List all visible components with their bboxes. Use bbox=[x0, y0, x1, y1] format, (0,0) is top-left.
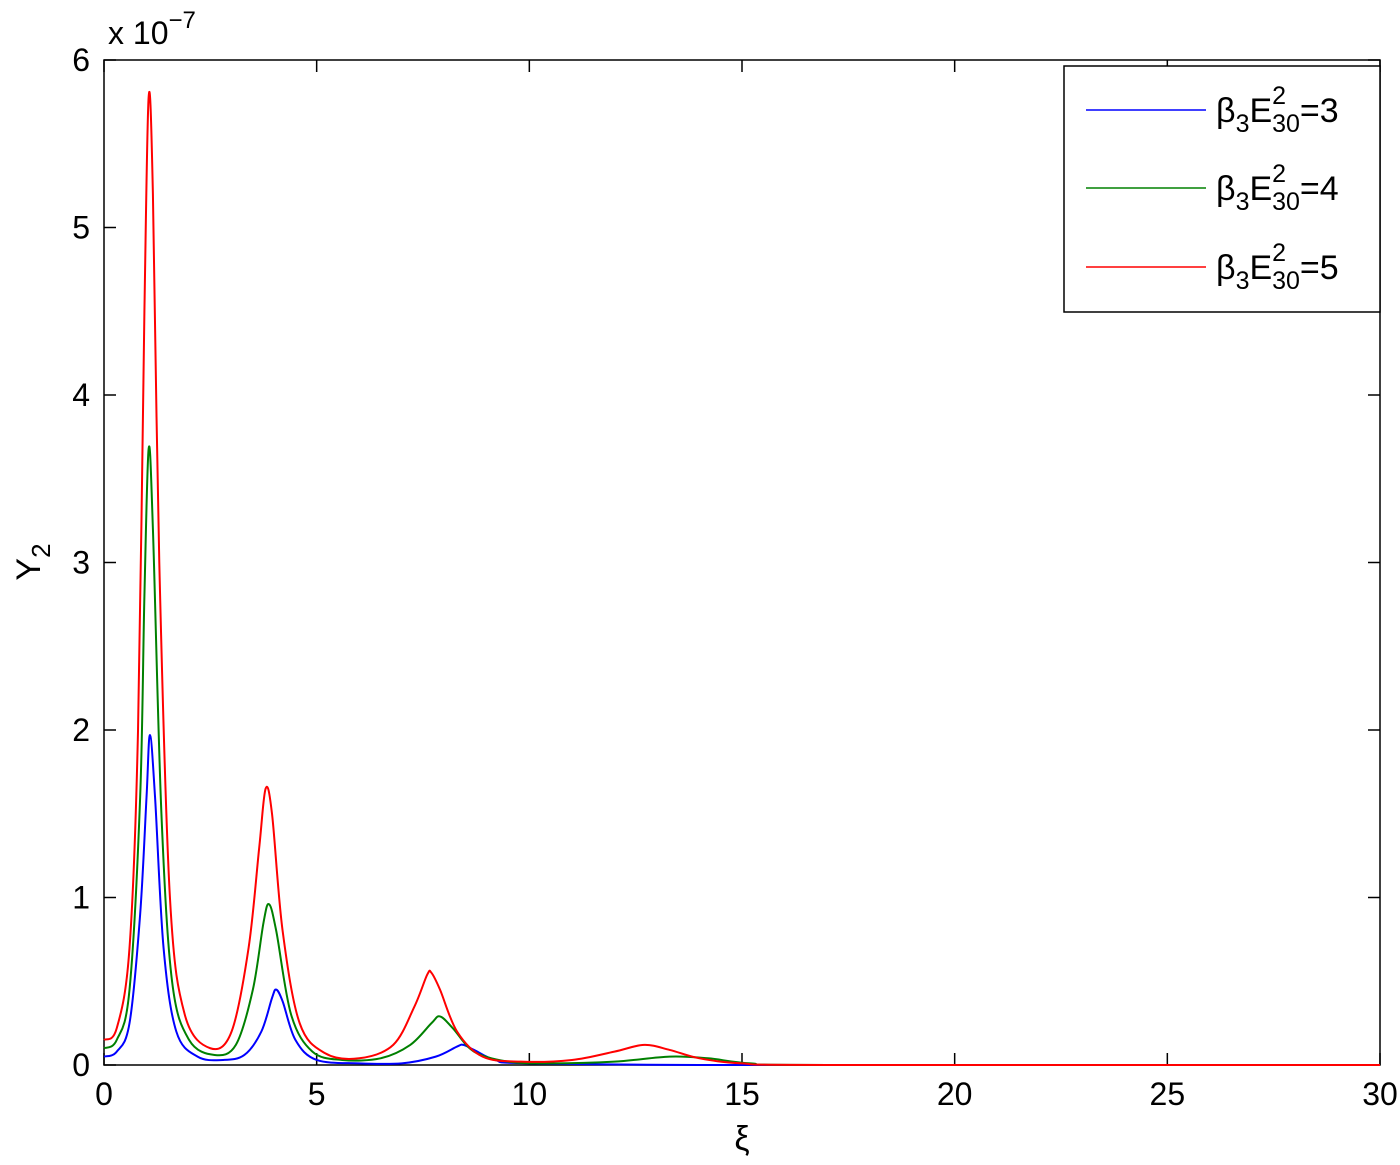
y-tick-label: 4 bbox=[72, 377, 90, 413]
y-tick-label: 2 bbox=[72, 712, 90, 748]
legend-label-beta3-5: β3E2 30=5 bbox=[1216, 239, 1339, 295]
x-axis-label: ξ bbox=[734, 1120, 749, 1158]
x-tick-label: 20 bbox=[937, 1076, 973, 1112]
x-tick-label: 10 bbox=[512, 1076, 548, 1112]
y-tick-label: 1 bbox=[72, 880, 90, 916]
y-tick-label: 0 bbox=[72, 1047, 90, 1083]
axis-ticks: 0 5 10 15 20 25 30 0 1 2 3 4 5 6 bbox=[72, 42, 1398, 1112]
y-tick-label: 6 bbox=[72, 42, 90, 78]
legend-box bbox=[1063, 65, 1381, 313]
series-line-0 bbox=[103, 734, 1380, 1067]
legend: β3E2 30=3 β3E2 30=4 β3E2 30=5 bbox=[1063, 65, 1381, 313]
series-line-2 bbox=[103, 90, 1380, 1067]
y-tick-label: 3 bbox=[72, 545, 90, 581]
x-tick-label: 5 bbox=[308, 1076, 326, 1112]
legend-label-beta3-3: β3E2 30=3 bbox=[1216, 82, 1339, 138]
x-tick-label: 15 bbox=[724, 1076, 760, 1112]
x-tick-label: 0 bbox=[95, 1076, 113, 1112]
y-scale-note: x 10−7 bbox=[108, 7, 196, 51]
series-line-1 bbox=[103, 445, 1380, 1067]
x-tick-label: 25 bbox=[1150, 1076, 1186, 1112]
series-lines bbox=[103, 90, 1380, 1067]
y-axis-label: Y2 bbox=[10, 543, 56, 580]
y-axis-label-group: Y2 bbox=[10, 543, 56, 580]
y-tick-label: 5 bbox=[72, 210, 90, 246]
legend-label-beta3-4: β3E2 30=4 bbox=[1216, 160, 1339, 216]
x-tick-label: 30 bbox=[1362, 1076, 1398, 1112]
